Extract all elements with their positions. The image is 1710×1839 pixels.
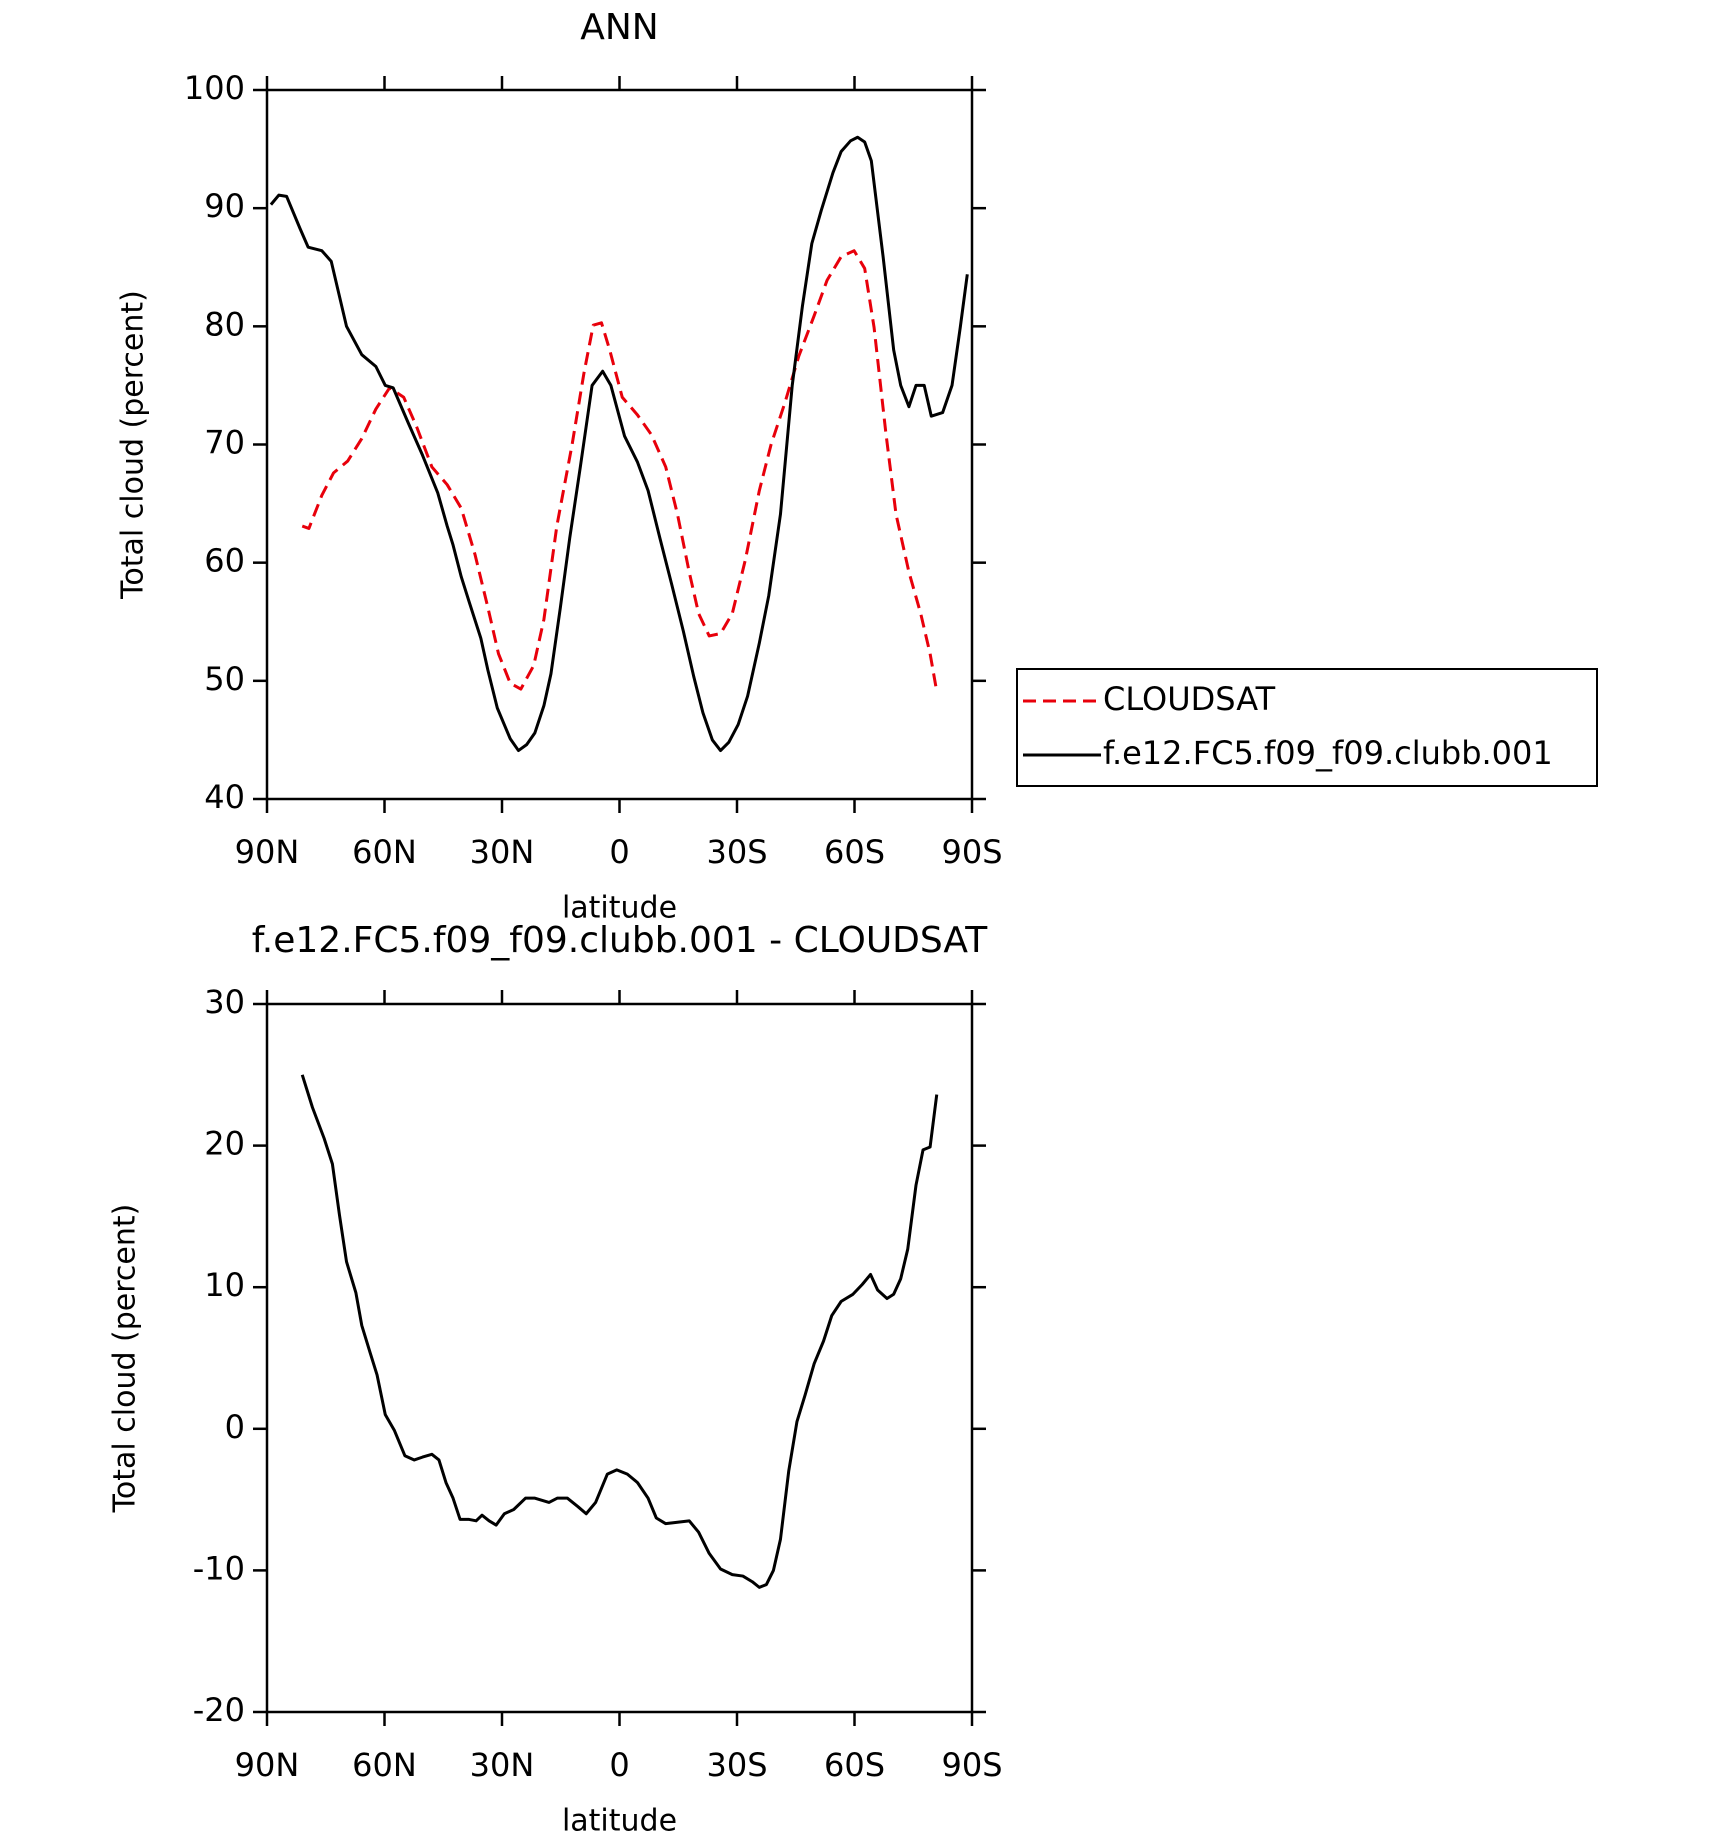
legend-label: f.e12.FC5.f09_f09.clubb.001 <box>1103 734 1553 772</box>
y-tick-label: 10 <box>204 1266 245 1304</box>
y-tick-label: 100 <box>184 69 245 107</box>
y-axis-label: Total cloud (percent) <box>116 290 151 600</box>
x-tick-label: 30S <box>706 833 767 871</box>
y-tick-label: 70 <box>204 424 245 462</box>
x-tick-label: 30S <box>706 1746 767 1784</box>
legend-box <box>1016 668 1598 787</box>
x-tick-label: 0 <box>609 1746 629 1784</box>
plot-frame <box>265 1002 974 1714</box>
x-axis-label: latitude <box>562 891 677 926</box>
chart-title: ANN <box>580 7 659 48</box>
y-tick-label: 90 <box>204 187 245 225</box>
x-tick-label: 90N <box>235 833 300 871</box>
y-tick-label: 20 <box>204 1125 245 1163</box>
legend: CLOUDSAT f.e12.FC5.f09_f09.clubb.001 <box>1016 668 1598 787</box>
y-tick-label: 50 <box>204 660 245 698</box>
x-tick-label: 30N <box>470 833 535 871</box>
x-axis-label: latitude <box>562 1804 677 1839</box>
y-tick-label: 30 <box>204 983 245 1021</box>
plot-frame <box>265 88 974 801</box>
y-tick-label: 0 <box>225 1408 245 1446</box>
y-axis-label: Total cloud (percent) <box>108 1204 143 1514</box>
x-tick-label: 90S <box>941 833 1002 871</box>
legend-label: CLOUDSAT <box>1103 680 1276 718</box>
x-tick-label: 60S <box>824 1746 885 1784</box>
x-tick-label: 0 <box>609 833 629 871</box>
data-line <box>301 249 939 692</box>
data-line <box>269 135 969 753</box>
y-tick-label: 80 <box>204 305 245 343</box>
y-tick-label: -10 <box>193 1549 245 1587</box>
y-tick-label: -20 <box>193 1691 245 1729</box>
x-tick-label: 60S <box>824 833 885 871</box>
plot: ANN latitude Total cloud (percent) 90N 60N 30… <box>116 7 1003 926</box>
y-tick-label: 60 <box>204 542 245 580</box>
chart-title: f.e12.FC5.f09_f09.clubb.001 - CLOUDSAT <box>252 920 989 961</box>
data-line <box>300 1074 939 1589</box>
x-tick-label: 90N <box>235 1746 300 1784</box>
y-tick-label: 40 <box>204 778 245 816</box>
x-tick-label: 60N <box>352 1746 417 1784</box>
x-tick-label: 90S <box>941 1746 1002 1784</box>
plot: f.e12.FC5.f09_f09.clubb.001 - CLOUDSAT la… <box>108 920 1003 1839</box>
x-tick-label: 30N <box>470 1746 535 1784</box>
x-tick-label: 60N <box>352 833 417 871</box>
